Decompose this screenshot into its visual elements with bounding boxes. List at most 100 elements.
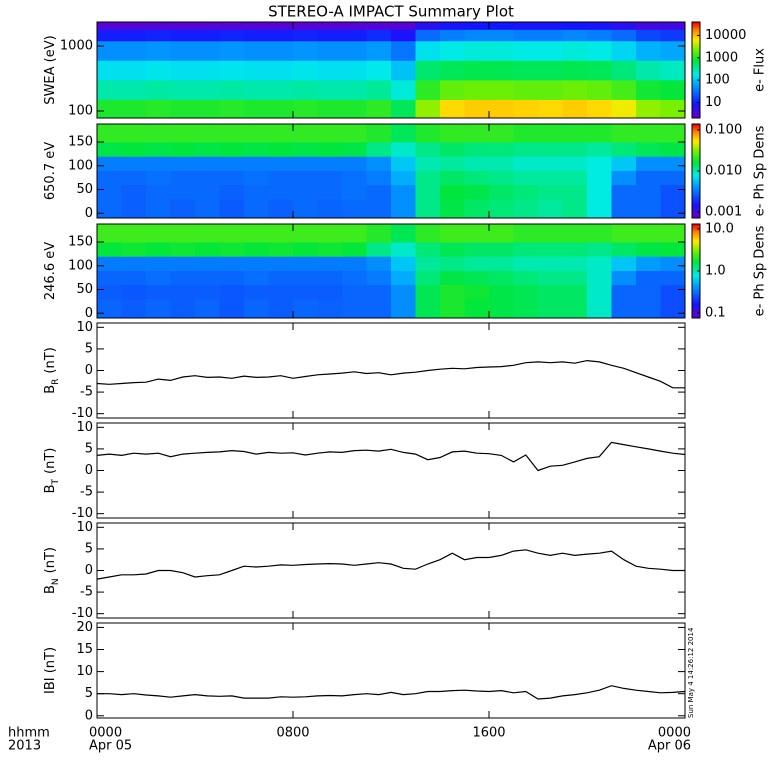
heatmap-cell [562, 22, 588, 30]
heatmap-cell [440, 124, 465, 143]
heatmap-cell [121, 22, 147, 30]
heatmap-cell [636, 22, 661, 30]
heatmap-cell [513, 142, 539, 157]
heatmap-cell [660, 199, 686, 219]
heatmap-cell [317, 256, 343, 271]
heatmap-cell [489, 199, 514, 219]
heatmap-cell [562, 170, 588, 186]
heatmap-cell [268, 60, 294, 81]
x-tick-label: 0000 [89, 726, 122, 741]
heatmap-cell [170, 99, 196, 119]
y-axis-label: IBI (nT) [43, 647, 58, 694]
heatmap-cell [268, 124, 294, 143]
colorbar-swatch [692, 244, 700, 247]
colorbar-swatch [692, 92, 700, 95]
heatmap-cell [587, 142, 612, 157]
heatmap-cell [146, 199, 171, 219]
colorbar-swatch [692, 267, 700, 270]
y-tick-label: 10 [76, 664, 93, 679]
heatmap-cell [440, 22, 465, 30]
heatmap-cell [611, 256, 637, 271]
heatmap-cell [317, 99, 343, 119]
y-axis-label-subscript: R [51, 379, 61, 385]
colorbar-swatch [692, 102, 700, 105]
heatmap-cell [415, 284, 441, 300]
heatmap-cell [317, 224, 343, 243]
heatmap-cell [146, 99, 171, 119]
heatmap-cell [244, 60, 269, 81]
heatmap-cell [415, 299, 441, 319]
y-axis-label-main: B [43, 385, 58, 394]
heatmap-cell [587, 224, 612, 243]
colorbar-swatch [692, 271, 700, 274]
heatmap-cell [611, 170, 637, 186]
heatmap-cell [513, 29, 539, 42]
heatmap-cell [489, 184, 514, 200]
heatmap-cell [611, 299, 637, 319]
heatmap-cell [121, 270, 147, 286]
heatmap-cell [146, 284, 171, 300]
colorbar-swatch [692, 272, 700, 275]
heatmap-cell [636, 199, 661, 219]
heatmap-cell [562, 79, 588, 100]
heatmap-cell [391, 284, 416, 300]
y-tick-label: 0 [85, 463, 93, 478]
y-axis-label: 246.6 eV [43, 242, 58, 300]
panel-frame [96, 21, 686, 119]
y-axis-label-unit: (nT) [43, 547, 58, 573]
heatmap-cell [611, 22, 637, 30]
heatmap-cell [317, 156, 343, 171]
heatmap-cell [244, 79, 269, 100]
heatmap-cell [513, 224, 539, 243]
heatmap-cell [342, 256, 367, 271]
y-tick-label: 100 [68, 158, 93, 173]
heatmap-cell [195, 170, 220, 186]
heatmap-cell [219, 256, 245, 271]
heatmap-cell [97, 256, 122, 271]
heatmap-cell [293, 256, 318, 271]
colorbar-swatch [692, 230, 700, 233]
heatmap-cell [415, 224, 441, 243]
heatmap-cell [587, 284, 612, 300]
heatmap-cell [489, 40, 514, 61]
heatmap-cell [440, 156, 465, 171]
heatmap-cell [587, 256, 612, 271]
heatmap-cell [464, 60, 490, 81]
colorbar-swatch [692, 71, 700, 74]
heatmap-cell [611, 29, 637, 42]
heatmap-cell [170, 40, 196, 61]
panel-frame [96, 123, 686, 219]
heatmap-cell [562, 99, 588, 119]
heatmap-cell [268, 29, 294, 42]
heatmap-cell [464, 299, 490, 319]
colorbar-swatch [692, 73, 700, 76]
heatmap-cell [219, 22, 245, 30]
heatmap-cell [146, 170, 171, 186]
colorbar-swatch [692, 163, 700, 166]
heatmap-cell [170, 199, 196, 219]
colorbar-swatch [692, 191, 700, 194]
colorbar-label: e- Flux [753, 48, 768, 92]
heatmap-cell [317, 142, 343, 157]
heatmap-cell [97, 99, 122, 119]
heatmap-cell [219, 79, 245, 100]
colorbar-swatch [692, 82, 700, 85]
y-axis-label-main: IBI (nT) [43, 647, 58, 694]
heatmap-cell [219, 142, 245, 157]
colorbar-swatch [692, 288, 700, 291]
heatmap-cell [366, 170, 392, 186]
colorbar-swatch [692, 152, 700, 155]
colorbar-swatch [692, 166, 700, 169]
heatmap-cell [244, 156, 269, 171]
y-axis-label-main: 246.6 eV [43, 242, 58, 300]
y-tick-label: 10 [76, 320, 93, 335]
heatmap-cell [611, 40, 637, 61]
heatmap-cell [611, 60, 637, 81]
heatmap-cell [219, 224, 245, 243]
heatmap-cell [342, 284, 367, 300]
colorbar-swatch [692, 178, 700, 181]
colorbar-swatch [692, 138, 700, 141]
heatmap-cell [268, 242, 294, 257]
heatmap-cell [244, 22, 269, 30]
colorbar-swatch [692, 142, 700, 145]
